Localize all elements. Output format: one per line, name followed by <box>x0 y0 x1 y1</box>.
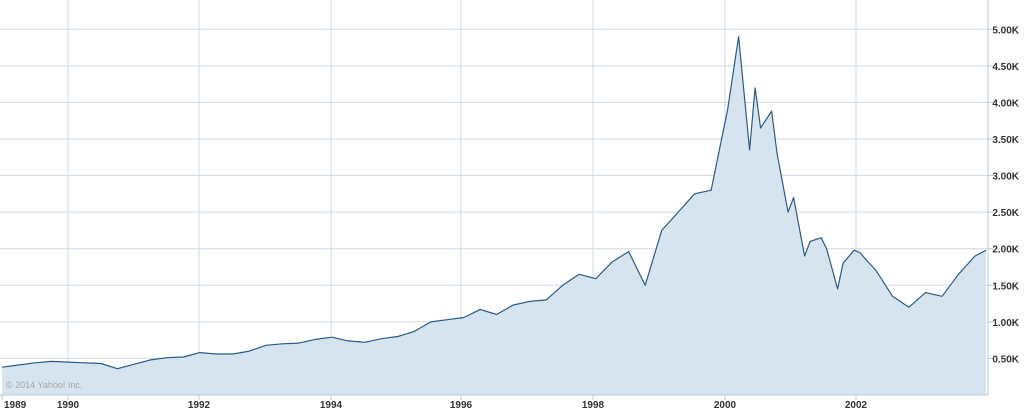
x-tick-label: 1990 <box>57 400 80 411</box>
x-tick-label: 1992 <box>188 400 211 411</box>
y-tick-label: 1.50K <box>992 281 1019 292</box>
x-tick-label: 1996 <box>450 400 473 411</box>
y-tick-label: 4.00K <box>992 98 1019 109</box>
x-tick-label: 2000 <box>714 400 737 411</box>
x-tick-label: 1998 <box>582 400 605 411</box>
x-tick-label: 1994 <box>320 400 343 411</box>
y-axis-ticks: 0.50K 1.00K 1.50K 2.00K 2.50K 3.00K 3.50K 4.00K… <box>992 25 1019 365</box>
y-tick-label: 3.50K <box>992 135 1019 146</box>
x-tick-label: 2002 <box>845 400 868 411</box>
price-area <box>2 36 986 395</box>
y-tick-label: 0.50K <box>992 354 1019 365</box>
chart-credit: © 2014 Yahoo! Inc. <box>6 380 82 390</box>
y-tick-label: 4.50K <box>992 62 1019 73</box>
x-tick-label: 1989 <box>4 400 27 411</box>
y-tick-label: 1.00K <box>992 318 1019 329</box>
y-tick-label: 2.00K <box>992 245 1019 256</box>
y-tick-label: 5.00K <box>992 25 1019 36</box>
y-tick-label: 3.00K <box>992 172 1019 183</box>
y-tick-label: 2.50K <box>992 208 1019 219</box>
x-axis-ticks: 1989 1990 1992 1994 1996 1998 2000 2002 <box>4 400 868 411</box>
price-line <box>1 36 987 370</box>
